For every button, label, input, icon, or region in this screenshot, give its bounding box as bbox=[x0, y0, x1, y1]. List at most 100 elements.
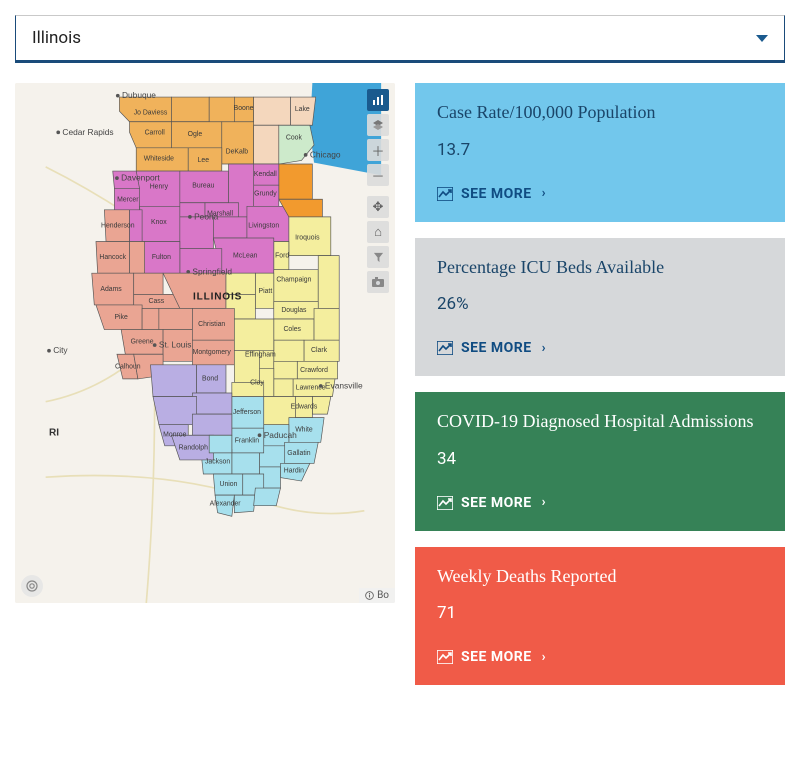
filter-icon[interactable] bbox=[367, 246, 389, 268]
home-icon[interactable]: ⌂ bbox=[367, 221, 389, 243]
county-st-clair[interactable] bbox=[153, 397, 197, 425]
county-label: Effingham bbox=[245, 351, 276, 358]
see-more-link[interactable]: SEE MORE › bbox=[437, 340, 763, 356]
county-dekalb[interactable] bbox=[222, 122, 254, 164]
county-schuyler[interactable] bbox=[134, 273, 163, 294]
card-title: Percentage ICU Beds Available bbox=[437, 256, 763, 279]
county-label: Piatt bbox=[259, 288, 273, 295]
county-label: Grundy bbox=[254, 191, 277, 198]
chevron-down-icon bbox=[756, 35, 768, 42]
neighbor-state-code: RI bbox=[49, 427, 59, 438]
county-shelby[interactable] bbox=[234, 319, 273, 351]
county-winnebago[interactable] bbox=[209, 97, 234, 125]
city-label: Chicago bbox=[310, 149, 341, 159]
county-label: Lake bbox=[295, 106, 310, 113]
card-hospital-admissions: COVID-19 Diagnosed Hospital Admissions 3… bbox=[415, 392, 785, 531]
county-peoria[interactable] bbox=[180, 217, 214, 249]
county-label: Crawford bbox=[300, 367, 328, 374]
trend-icon bbox=[437, 341, 453, 355]
card-title: Case Rate/100,000 Population bbox=[437, 101, 763, 124]
county-scott[interactable] bbox=[142, 308, 159, 329]
county-label: Edwards bbox=[291, 404, 318, 411]
city-label: Davenport bbox=[121, 173, 160, 183]
card-value: 71 bbox=[437, 603, 763, 623]
camera-icon[interactable] bbox=[367, 271, 389, 293]
county-label: Henry bbox=[150, 184, 169, 191]
trend-icon bbox=[437, 187, 453, 201]
county-champaign[interactable] bbox=[274, 270, 318, 302]
county-morgan[interactable] bbox=[159, 308, 193, 329]
plus-icon[interactable]: ＋ bbox=[367, 139, 389, 161]
county-label: Alexander bbox=[210, 501, 242, 508]
county-label: Ford bbox=[275, 253, 289, 260]
city-marker bbox=[153, 343, 157, 347]
pan-icon[interactable]: ✥ bbox=[367, 196, 389, 218]
see-more-label: SEE MORE bbox=[461, 186, 532, 202]
card-weekly-deaths: Weekly Deaths Reported 71 SEE MORE › bbox=[415, 547, 785, 686]
content-row: Jo DaviessBooneLakeCarrollOgleDeKalbCook… bbox=[15, 83, 785, 685]
county-richland[interactable] bbox=[274, 379, 293, 397]
county-woodford[interactable] bbox=[213, 217, 247, 238]
city-label: Peoria bbox=[194, 211, 219, 221]
county-label: Henderson bbox=[101, 222, 135, 229]
county-washington[interactable] bbox=[192, 414, 231, 435]
county-label: Randolph bbox=[179, 444, 209, 451]
card-icu-beds: Percentage ICU Beds Available 26% SEE MO… bbox=[415, 238, 785, 377]
county-will[interactable] bbox=[279, 164, 313, 199]
county-label: Douglas bbox=[281, 307, 307, 314]
county-label: Ogle bbox=[188, 131, 203, 138]
county-label: Monroe bbox=[163, 432, 186, 439]
county-label: Clay bbox=[250, 380, 264, 387]
county-mcdonough[interactable] bbox=[130, 242, 145, 274]
city-label: Paducah bbox=[264, 430, 297, 440]
county-perry[interactable] bbox=[209, 435, 232, 453]
county-edgar[interactable] bbox=[314, 308, 339, 340]
county-cumberland[interactable] bbox=[274, 340, 304, 361]
county-vermilion[interactable] bbox=[318, 256, 339, 309]
county-label: Clark bbox=[311, 347, 328, 354]
map-info-button[interactable]: Bo bbox=[359, 588, 395, 603]
state-dropdown[interactable]: Illinois bbox=[15, 15, 785, 63]
county-label: Kendall bbox=[254, 171, 277, 178]
city-marker bbox=[188, 215, 192, 219]
city-marker bbox=[319, 384, 323, 388]
county-label: Hancock bbox=[99, 254, 126, 261]
county-label: Iroquois bbox=[295, 234, 320, 241]
trend-icon bbox=[437, 650, 453, 664]
county-massac[interactable] bbox=[254, 488, 281, 506]
trend-icon bbox=[437, 496, 453, 510]
county-label: Mercer bbox=[117, 196, 139, 203]
county-label: Bond bbox=[202, 375, 218, 382]
county-stephenson[interactable] bbox=[171, 97, 209, 122]
layers-icon[interactable] bbox=[367, 114, 389, 136]
city-marker bbox=[304, 153, 308, 157]
county-map[interactable]: Jo DaviessBooneLakeCarrollOgleDeKalbCook… bbox=[15, 83, 395, 603]
county-label: Hardin bbox=[284, 468, 304, 475]
county-label: Jo Daviess bbox=[134, 110, 168, 117]
county-williamson[interactable] bbox=[232, 453, 260, 474]
city-label: City bbox=[53, 345, 68, 355]
county-label: DeKalb bbox=[226, 148, 249, 155]
county-madison[interactable] bbox=[150, 365, 196, 397]
county-label: Christian bbox=[198, 321, 225, 328]
state-label: ILLINOIS bbox=[193, 291, 242, 302]
city-marker bbox=[47, 349, 51, 353]
county-label: Pike bbox=[114, 314, 128, 321]
county-label: Champaign bbox=[276, 277, 311, 284]
city-label: St. Louis bbox=[159, 340, 192, 350]
county-label: Calhoun bbox=[115, 363, 141, 370]
attribution-button[interactable] bbox=[21, 575, 43, 597]
county-clinton[interactable] bbox=[192, 393, 231, 414]
metric-cards: Case Rate/100,000 Population 13.7 SEE MO… bbox=[415, 83, 785, 685]
county-label: Cass bbox=[149, 298, 165, 305]
chart-icon[interactable] bbox=[367, 89, 389, 111]
see-more-link[interactable]: SEE MORE › bbox=[437, 495, 763, 511]
county-label: Franklin bbox=[235, 437, 260, 444]
city-marker bbox=[56, 130, 60, 134]
minus-icon[interactable]: － bbox=[367, 164, 389, 186]
county-label: Livingston bbox=[248, 222, 279, 229]
see-more-link[interactable]: SEE MORE › bbox=[437, 649, 763, 665]
see-more-link[interactable]: SEE MORE › bbox=[437, 186, 763, 202]
county-mchenry[interactable] bbox=[254, 97, 291, 125]
county-kane[interactable] bbox=[254, 125, 279, 164]
